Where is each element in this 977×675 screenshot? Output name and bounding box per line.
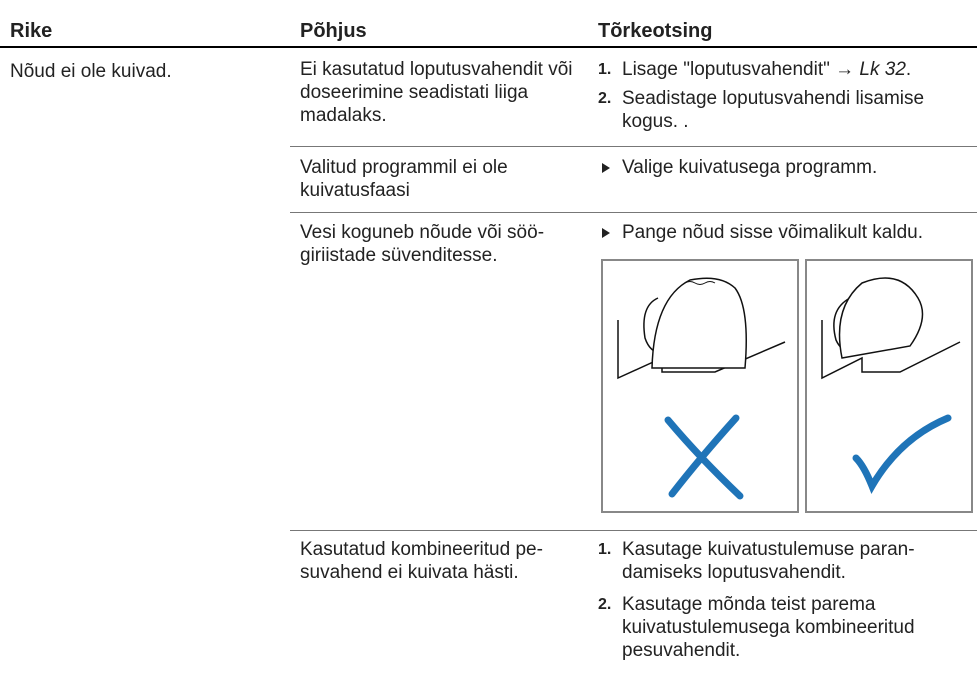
step-text: Lisage "loputusvahendit" → xyxy=(622,59,860,80)
header: Põhjus xyxy=(300,20,367,42)
bullet-icon xyxy=(602,163,610,173)
step: Pange nõud sisse võimalikult kaldu. xyxy=(598,221,973,244)
header: Rike xyxy=(10,20,53,42)
row-rule xyxy=(290,146,977,147)
row-rule xyxy=(290,212,977,213)
cause: Ei kasutatud loputusvahendit või doseeri… xyxy=(300,59,573,126)
step-number: 2. xyxy=(598,90,612,107)
step-suffix: . xyxy=(905,59,912,80)
step: 1. Lisage "loputusvahendit" → Lk 32. xyxy=(598,58,973,81)
cause: Vesi koguneb nõude või söö­giriistade sü… xyxy=(300,222,545,266)
step: 1. Kasutage kuivatustulemuse paran­damis… xyxy=(598,538,973,584)
bullet-icon xyxy=(602,228,610,238)
step-text: Kasutage kuivatustulemuse paran­damiseks… xyxy=(622,539,915,583)
step: 2. Seadistage loputusvahendi lisamise ko… xyxy=(598,87,973,133)
illustration xyxy=(601,259,973,513)
rack xyxy=(821,320,961,380)
step: 2. Kasutage mõnda teist parema kuivatust… xyxy=(598,593,973,662)
header-rule xyxy=(0,46,977,48)
water xyxy=(684,281,716,285)
step-number: 1. xyxy=(598,541,612,558)
header: Tõrkeotsing xyxy=(598,20,713,42)
panel xyxy=(601,259,799,513)
fault: Nõud ei ole kuivad. xyxy=(10,61,172,82)
step-text: Kasutage mõnda teist parema kuivatustule… xyxy=(622,594,915,661)
cross-icon xyxy=(664,414,744,500)
step-number: 2. xyxy=(598,596,612,613)
row-rule xyxy=(290,530,977,531)
step-number: 1. xyxy=(598,61,612,78)
cause: Valitud programmil ei ole kuivatusfaasi xyxy=(300,157,508,201)
cause: Kasutatud kombineeritud pe­suvahend ei k… xyxy=(300,539,543,583)
step: Valige kuivatusega programm. xyxy=(598,156,973,179)
panel xyxy=(805,259,973,513)
cup xyxy=(651,277,747,369)
step-text: Seadistage loputusvahendi lisamise kogus… xyxy=(622,88,925,132)
step-text: Pange nõud sisse võimalikult kaldu. xyxy=(622,222,924,243)
check-icon xyxy=(852,414,952,494)
page-ref: Lk 32 xyxy=(859,59,906,80)
step-text: Valige kuivatusega programm. xyxy=(622,157,878,178)
cup xyxy=(838,277,924,359)
